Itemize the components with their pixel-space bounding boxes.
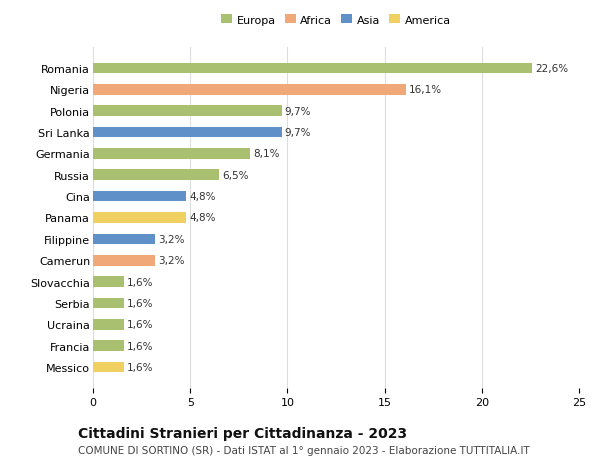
Bar <box>93 64 532 74</box>
Legend: Europa, Africa, Asia, America: Europa, Africa, Asia, America <box>219 13 453 28</box>
Text: 22,6%: 22,6% <box>535 64 568 74</box>
Bar <box>93 106 281 117</box>
Text: 3,2%: 3,2% <box>158 235 185 244</box>
Text: 8,1%: 8,1% <box>253 149 280 159</box>
Bar <box>93 298 124 308</box>
Text: COMUNE DI SORTINO (SR) - Dati ISTAT al 1° gennaio 2023 - Elaborazione TUTTITALIA: COMUNE DI SORTINO (SR) - Dati ISTAT al 1… <box>78 445 530 455</box>
Text: 9,7%: 9,7% <box>284 106 311 117</box>
Text: 1,6%: 1,6% <box>127 341 154 351</box>
Bar <box>93 213 187 224</box>
Text: Cittadini Stranieri per Cittadinanza - 2023: Cittadini Stranieri per Cittadinanza - 2… <box>78 426 407 440</box>
Bar <box>93 128 281 138</box>
Text: 1,6%: 1,6% <box>127 362 154 372</box>
Text: 9,7%: 9,7% <box>284 128 311 138</box>
Text: 3,2%: 3,2% <box>158 256 185 266</box>
Text: 16,1%: 16,1% <box>409 85 442 95</box>
Bar <box>93 85 406 95</box>
Text: 1,6%: 1,6% <box>127 319 154 330</box>
Text: 4,8%: 4,8% <box>189 192 216 202</box>
Text: 1,6%: 1,6% <box>127 277 154 287</box>
Bar <box>93 341 124 351</box>
Bar <box>93 277 124 287</box>
Bar <box>93 170 220 181</box>
Bar <box>93 234 155 245</box>
Bar <box>93 149 250 159</box>
Text: 6,5%: 6,5% <box>222 170 249 180</box>
Bar <box>93 191 187 202</box>
Bar <box>93 255 155 266</box>
Bar <box>93 319 124 330</box>
Text: 1,6%: 1,6% <box>127 298 154 308</box>
Bar <box>93 362 124 372</box>
Text: 4,8%: 4,8% <box>189 213 216 223</box>
